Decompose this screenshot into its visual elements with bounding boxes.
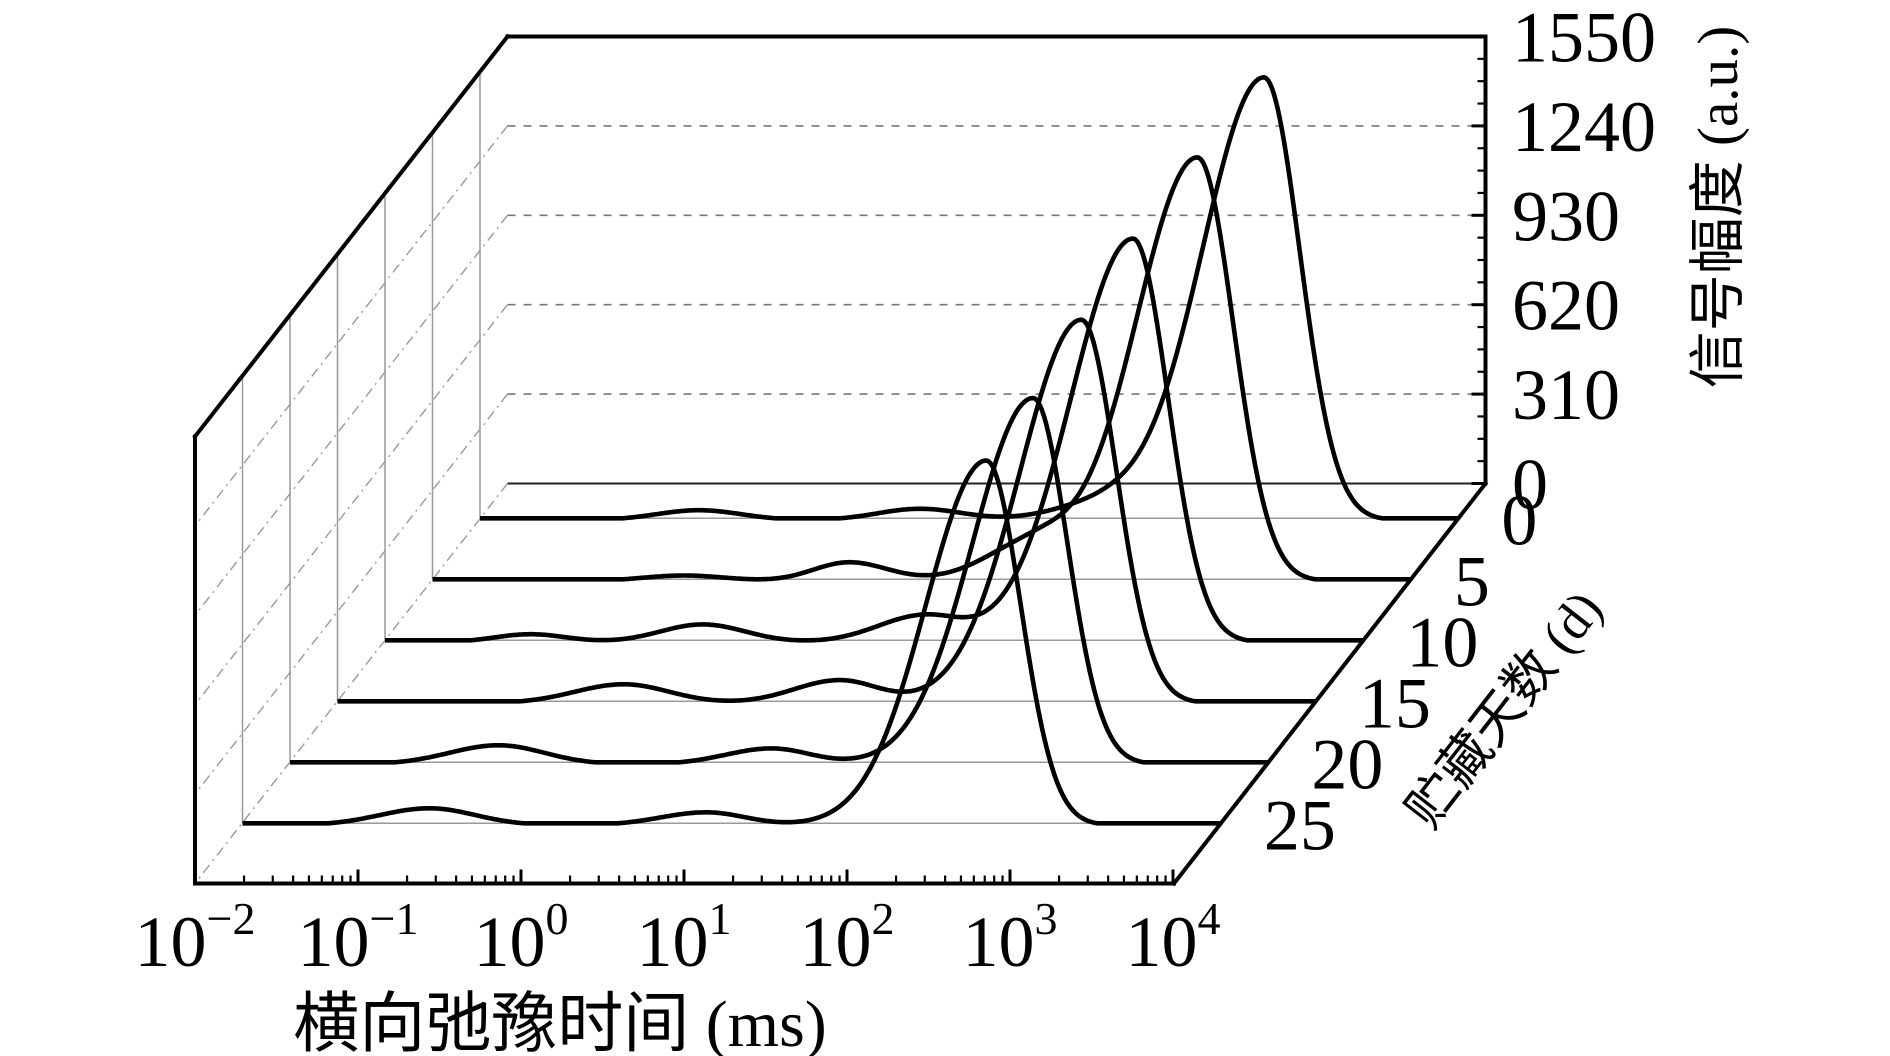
left-wall-gridline bbox=[194, 304, 509, 706]
series-curve-day-5 bbox=[432, 155, 1411, 582]
y-tick-label: 0 bbox=[1512, 445, 1548, 525]
left-wall-top-edge bbox=[192, 33, 511, 440]
y-tick-label: 310 bbox=[1512, 355, 1620, 435]
floor-left-edge-gridline bbox=[194, 483, 509, 884]
y-axis-title: 信号幅度 (a.u.) bbox=[1687, 26, 1750, 389]
x-tick-label: 10−1 bbox=[298, 893, 419, 982]
x-tick-label: 102 bbox=[800, 893, 895, 982]
left-wall-gridline bbox=[194, 125, 509, 527]
z-tick-label: 20 bbox=[1311, 724, 1383, 804]
z-tick-label: 25 bbox=[1264, 785, 1336, 865]
x-tick-label: 103 bbox=[963, 893, 1058, 982]
series-curve-day-0 bbox=[479, 75, 1459, 521]
y-tick-label: 1550 bbox=[1512, 0, 1656, 78]
left-wall-gridline bbox=[194, 214, 509, 616]
series-curve-day-10 bbox=[384, 236, 1364, 643]
series-curve-day-15 bbox=[337, 317, 1316, 704]
series-curve-day-20 bbox=[289, 395, 1269, 765]
x-tick-label: 100 bbox=[474, 893, 569, 982]
z-tick-label: 5 bbox=[1454, 541, 1490, 621]
z-tick-label: 0 bbox=[1501, 480, 1537, 560]
x-tick-label: 104 bbox=[1126, 893, 1221, 982]
z-tick-label: 15 bbox=[1359, 663, 1431, 743]
x-tick-label: 10−2 bbox=[135, 893, 256, 982]
y-tick-label: 930 bbox=[1512, 176, 1620, 256]
storage-depth-axis bbox=[1171, 480, 1489, 887]
series-curve-day-25 bbox=[242, 458, 1221, 826]
z-tick-label: 10 bbox=[1406, 602, 1478, 682]
y-tick-label: 620 bbox=[1512, 266, 1620, 346]
y-tick-label: 1240 bbox=[1512, 87, 1656, 167]
left-wall-gridline bbox=[194, 393, 509, 795]
x-tick-label: 101 bbox=[637, 893, 732, 982]
x-axis-title: 横向弛豫时间 (ms) bbox=[293, 988, 826, 1056]
